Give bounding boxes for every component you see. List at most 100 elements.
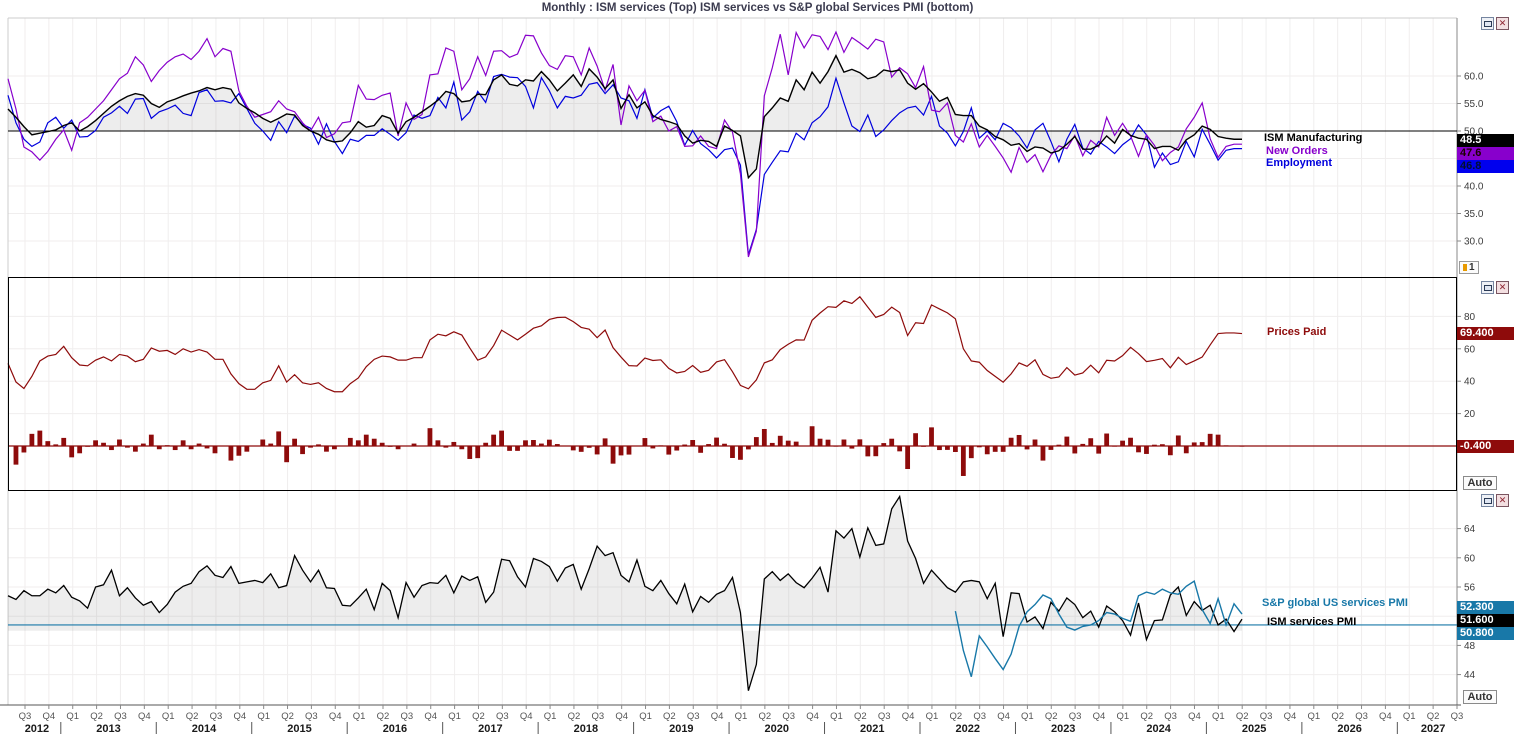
year-label: 2017: [478, 723, 502, 735]
prices-change-bar: [21, 446, 27, 453]
prices-change-bar: [610, 446, 616, 464]
prices-change-bar: [650, 446, 656, 449]
quarter-label: Q3: [878, 711, 891, 722]
line-sp-global-services[interactable]: [954, 580, 1243, 677]
quarter-label: Q1: [162, 711, 175, 722]
restore-pane-button-middle[interactable]: [1481, 281, 1494, 294]
prices-change-bar: [109, 446, 114, 451]
quarter-label: Q3: [973, 711, 986, 722]
prices-change-bar: [443, 446, 449, 448]
prices-change-bar: [324, 446, 329, 452]
restore-icon: [1483, 284, 1492, 291]
year-label: 2020: [765, 723, 789, 735]
prices-change-bar: [1032, 439, 1038, 446]
legend-employment[interactable]: Employment: [1266, 157, 1333, 169]
y-axis-label: 60.0: [1464, 72, 1484, 83]
quarter-label: Q4: [711, 711, 724, 722]
prices-change-bar: [435, 440, 441, 446]
year-label: 2026: [1337, 723, 1361, 735]
quarter-label: Q2: [1331, 711, 1344, 722]
quarter-label: Q4: [424, 711, 437, 722]
year-label: 2018: [574, 723, 598, 735]
line-new-orders[interactable]: [7, 30, 1242, 258]
quarter-label: Q2: [1140, 711, 1153, 722]
y-axis-label: 30.0: [1464, 237, 1484, 248]
restore-pane-button-top[interactable]: [1481, 17, 1494, 30]
prices-change-bar: [1000, 446, 1006, 452]
prices-change-bar: [714, 437, 719, 446]
prices-change-bar: [570, 446, 576, 451]
prices-change-bar: [873, 446, 879, 457]
auto-scale-button-bottom[interactable]: Auto: [1463, 690, 1497, 704]
prices-change-bar: [276, 431, 282, 446]
prices-change-bar: [292, 438, 298, 446]
prices-change-bar: [1191, 442, 1197, 446]
legend-ism-manufacturing[interactable]: ISM Manufacturing: [1264, 132, 1363, 144]
prices-change-bar: [308, 446, 313, 448]
close-icon: ✕: [1498, 18, 1507, 28]
quarter-label: Q4: [615, 711, 628, 722]
legend-ism-services[interactable]: ISM services PMI: [1267, 616, 1357, 628]
badge-ism-services-value: 51.600: [1457, 614, 1514, 627]
prices-change-bar: [13, 446, 19, 465]
quarter-label: Q3: [401, 711, 414, 722]
prices-change-bar: [531, 440, 536, 446]
y-axis-label: 64: [1464, 524, 1476, 535]
prices-change-bar: [363, 434, 369, 446]
prices-change-bar: [889, 438, 895, 446]
y-axis-label: 60: [1464, 344, 1476, 355]
line-ism-manufacturing[interactable]: [7, 54, 1242, 180]
prices-change-bar: [1159, 444, 1165, 446]
quarter-label: Q4: [1379, 711, 1392, 722]
y-axis-label: 44: [1464, 670, 1476, 681]
quarter-label: Q2: [186, 711, 199, 722]
close-pane-button-bottom[interactable]: ✕: [1496, 494, 1509, 507]
line-ism-services[interactable]: [7, 494, 1243, 691]
legend-sp-global-services[interactable]: S&P global US services PMI: [1262, 597, 1408, 609]
prices-change-bar: [546, 439, 552, 446]
prices-change-bar: [602, 438, 608, 446]
legend-prices-paid[interactable]: Prices Paid: [1267, 326, 1327, 338]
prices-change-bar: [347, 437, 353, 446]
prices-change-bar: [1088, 438, 1094, 446]
prices-change-bar: [706, 444, 711, 446]
prices-change-bar: [53, 444, 59, 446]
prices-change-bar: [188, 446, 194, 450]
prices-change-bar: [1167, 446, 1173, 456]
prices-change-bar: [1215, 434, 1221, 446]
quarter-label: Q2: [472, 711, 485, 722]
prices-change-bar: [1008, 437, 1014, 446]
chart-title: Monthly : ISM services (Top) ISM service…: [541, 2, 974, 14]
badge-new-orders-value: 47.6: [1457, 147, 1514, 160]
prices-change-bar: [475, 446, 481, 459]
prices-change-bar: [857, 439, 863, 446]
line-employment[interactable]: [7, 73, 1242, 255]
close-pane-button-middle[interactable]: ✕: [1496, 281, 1509, 294]
line-prices-paid[interactable]: [7, 295, 1243, 393]
quarter-label: Q3: [210, 711, 223, 722]
prices-change-bar: [93, 440, 98, 446]
restore-pane-button-bottom[interactable]: [1481, 494, 1494, 507]
quarter-label: Q2: [377, 711, 390, 722]
prices-change-bar: [1120, 440, 1125, 446]
year-label: 2012: [25, 723, 49, 735]
close-pane-button-top[interactable]: ✕: [1496, 17, 1509, 30]
prices-change-bar: [1080, 443, 1086, 446]
selected-pane-border: [8, 277, 1457, 491]
prices-change-bar: [300, 446, 305, 455]
prices-change-bar: [355, 440, 361, 446]
prices-change-bar: [427, 428, 433, 446]
prices-change-bar: [1048, 446, 1054, 450]
prices-change-bar: [491, 434, 497, 446]
prices-change-bar: [29, 433, 35, 446]
quarter-label: Q1: [735, 711, 748, 722]
prices-change-bar: [523, 440, 528, 446]
year-label: 2019: [669, 723, 693, 735]
auto-scale-button-middle[interactable]: Auto: [1463, 476, 1497, 490]
quarter-label: Q2: [949, 711, 962, 722]
year-label: 2027: [1421, 723, 1445, 735]
legend-new-orders[interactable]: New Orders: [1266, 145, 1328, 157]
prices-change-bar: [690, 440, 696, 446]
prices-change-bar: [666, 446, 672, 455]
